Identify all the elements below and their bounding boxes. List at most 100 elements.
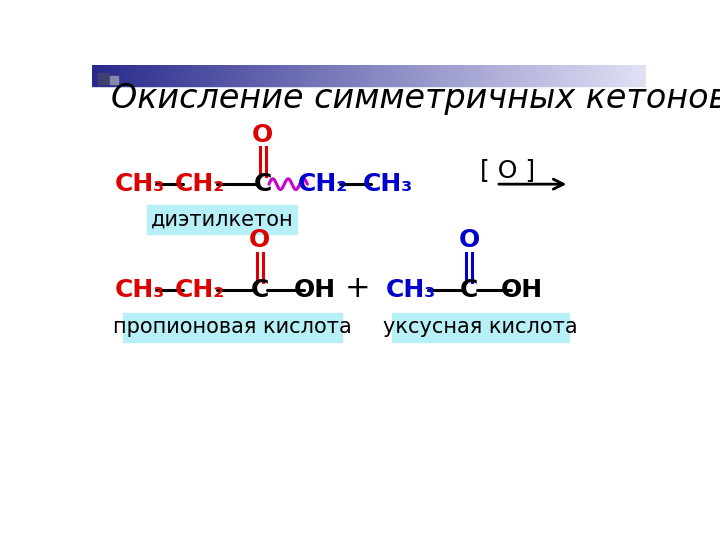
Bar	[331, 65, 332, 86]
Bar	[116, 65, 117, 86]
Text: CH₃: CH₃	[114, 172, 165, 196]
Bar	[537, 65, 538, 86]
Bar	[547, 65, 548, 86]
Bar	[590, 65, 592, 86]
Bar	[142, 65, 143, 86]
Bar	[504, 65, 505, 86]
Bar	[443, 65, 444, 86]
Bar	[389, 65, 390, 86]
Bar	[542, 65, 543, 86]
Bar	[428, 65, 429, 86]
Bar	[304, 65, 305, 86]
Bar	[392, 65, 393, 86]
Bar	[559, 65, 560, 86]
Bar	[584, 65, 585, 86]
Bar	[554, 65, 555, 86]
Bar	[616, 65, 617, 86]
Bar	[421, 65, 422, 86]
Bar	[319, 65, 320, 86]
Bar	[606, 65, 607, 86]
Bar	[417, 65, 418, 86]
Bar	[323, 65, 324, 86]
Bar	[302, 65, 303, 86]
Bar	[418, 65, 419, 86]
Bar	[97, 65, 98, 86]
Bar	[360, 65, 361, 86]
Bar	[199, 65, 200, 86]
Bar	[300, 65, 301, 86]
Bar	[160, 65, 161, 86]
Bar	[109, 65, 110, 86]
Bar	[437, 65, 438, 86]
Bar	[432, 65, 433, 86]
Text: CH₃: CH₃	[386, 278, 436, 302]
Text: C: C	[460, 278, 478, 302]
Bar	[223, 65, 224, 86]
Bar	[110, 65, 111, 86]
Bar	[192, 65, 193, 86]
Bar	[401, 65, 402, 86]
Bar	[338, 65, 339, 86]
Bar	[315, 65, 316, 86]
Bar	[129, 65, 130, 86]
Bar	[336, 65, 337, 86]
Bar	[277, 65, 278, 86]
Bar	[113, 65, 114, 86]
Bar	[275, 65, 276, 86]
Bar	[595, 65, 596, 86]
Bar	[393, 65, 394, 86]
Bar	[538, 65, 539, 86]
Bar	[163, 65, 164, 86]
Bar	[475, 65, 476, 86]
Bar	[224, 65, 225, 86]
Bar	[122, 313, 342, 342]
Bar	[294, 65, 295, 86]
Bar	[640, 65, 641, 86]
Bar	[208, 65, 209, 86]
Bar	[197, 65, 198, 86]
Bar	[473, 65, 474, 86]
Bar	[621, 65, 622, 86]
Bar	[196, 65, 197, 86]
Bar	[256, 65, 257, 86]
Bar	[556, 65, 557, 86]
Bar	[258, 65, 259, 86]
Bar	[345, 65, 346, 86]
Text: CH₂: CH₂	[297, 172, 348, 196]
Bar	[334, 65, 335, 86]
Bar	[390, 65, 392, 86]
Bar	[605, 65, 606, 86]
Bar	[453, 65, 454, 86]
Bar	[376, 65, 377, 86]
Bar	[373, 65, 374, 86]
Bar	[509, 65, 510, 86]
Bar	[445, 65, 446, 86]
Bar	[447, 65, 448, 86]
Bar	[185, 65, 186, 86]
Bar	[525, 65, 526, 86]
Bar	[567, 65, 568, 86]
Bar	[465, 65, 466, 86]
Bar	[124, 65, 125, 86]
Text: OH: OH	[294, 278, 336, 302]
Bar	[498, 65, 499, 86]
Bar	[588, 65, 589, 86]
Bar	[283, 65, 284, 86]
Bar	[633, 65, 634, 86]
Bar	[377, 65, 378, 86]
Bar	[382, 65, 383, 86]
Bar	[354, 65, 355, 86]
Bar	[231, 65, 232, 86]
Bar	[222, 65, 223, 86]
Bar	[530, 65, 531, 86]
Bar	[188, 65, 189, 86]
Bar	[508, 65, 509, 86]
Bar	[303, 65, 304, 86]
Bar	[480, 65, 481, 86]
Bar	[190, 65, 191, 86]
Bar	[452, 65, 453, 86]
Bar	[232, 65, 233, 86]
Bar	[533, 65, 534, 86]
Bar	[562, 65, 563, 86]
Bar	[470, 65, 471, 86]
